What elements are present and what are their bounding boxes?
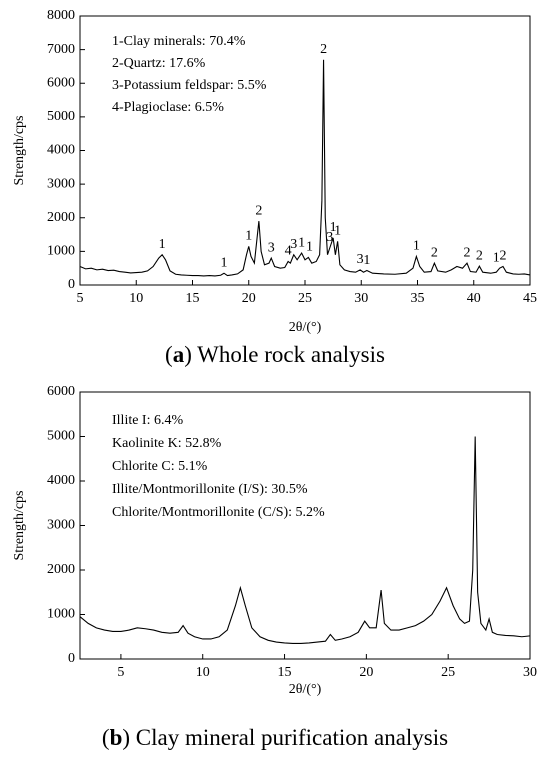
peak-label: 1 [363,253,370,268]
x-tick-label: 35 [411,291,425,306]
y-tick-label: 4000 [47,473,75,488]
x-tick-label: 25 [441,665,455,680]
peak-label: 1 [413,239,420,254]
caption-part: ) Whole rock analysis [184,342,385,367]
y-tick-label: 0 [68,651,75,666]
y-tick-label: 5000 [47,429,75,444]
y-tick-label: 8000 [47,8,75,23]
x-tick-label: 30 [523,665,537,680]
y-tick-label: 3000 [47,176,75,191]
x-tick-label: 5 [77,291,84,306]
y-tick-label: 2000 [47,210,75,225]
peak-label: 2 [464,245,471,260]
y-axis-label: Strength/cps [12,116,27,186]
peak-label: 1 [306,240,313,255]
annotation: Chlorite/Montmorillonite (C/S): 5.2% [112,505,325,520]
x-tick-label: 10 [129,291,143,306]
y-tick-label: 6000 [47,384,75,399]
peak-label: 1 [221,255,228,270]
x-tick-label: 10 [196,665,210,680]
peak-label: 2 [431,245,438,260]
x-tick-label: 15 [186,291,200,306]
x-tick-label: 30 [354,291,368,306]
peak-label: 3 [326,230,333,245]
annotation: 2-Quartz: 17.6% [112,56,206,71]
peak-label: 2 [500,249,507,264]
y-tick-label: 2000 [47,562,75,577]
x-tick-label: 20 [359,665,373,680]
caption: (a) Whole rock analysis [165,342,385,367]
annotation: Illite/Montmorillonite (I/S): 30.5% [112,482,308,497]
caption-part: ( [165,342,173,367]
peak-label: 1 [159,237,166,252]
peak-label: 3 [357,252,364,267]
y-tick-label: 1000 [47,607,75,622]
caption: (b) Clay mineral purification analysis [102,725,448,750]
caption-part: b [110,725,123,750]
annotation: 4-Plagioclase: 6.5% [112,100,224,115]
y-tick-label: 5000 [47,109,75,124]
peak-label: 2 [476,248,483,263]
annotation: Chlorite C: 5.1% [112,459,208,474]
annotation: 1-Clay minerals: 70.4% [112,34,246,49]
x-axis-label: 2θ/(°) [289,682,322,697]
y-axis-label: Strength/cps [12,491,27,561]
xrd-line [79,59,531,277]
peak-label: 1 [330,220,337,235]
peak-label: 3 [268,240,275,255]
x-tick-label: 25 [298,291,312,306]
plot-frame [79,391,531,660]
y-tick-label: 0 [68,277,75,292]
x-tick-label: 40 [467,291,481,306]
x-tick-label: 5 [117,665,124,680]
caption-part: ( [102,725,110,750]
peak-label: 1 [493,250,500,265]
y-tick-label: 4000 [47,143,75,158]
y-tick-label: 1000 [47,244,75,259]
peak-label: 1 [334,224,341,239]
caption-part: ) Clay mineral purification analysis [122,725,448,750]
x-axis-label: 2θ/(°) [289,320,322,335]
peak-label: 1 [298,235,305,250]
peak-label: 2 [320,42,327,57]
annotation: 3-Potassium feldspar: 5.5% [112,78,267,93]
x-tick-label: 20 [242,291,256,306]
x-tick-label: 45 [523,291,537,306]
peak-label: 1 [245,229,252,244]
peak-label: 2 [255,203,262,218]
xrd-line [79,436,531,644]
y-tick-label: 7000 [47,42,75,57]
y-tick-label: 6000 [47,75,75,90]
y-tick-label: 3000 [47,518,75,533]
annotation: Kaolinite K: 52.8% [112,436,222,451]
annotation: Illite I: 6.4% [112,413,183,428]
caption-part: a [173,342,185,367]
peak-label: 3 [290,237,297,252]
x-tick-label: 15 [278,665,292,680]
peak-label: 4 [285,244,292,259]
